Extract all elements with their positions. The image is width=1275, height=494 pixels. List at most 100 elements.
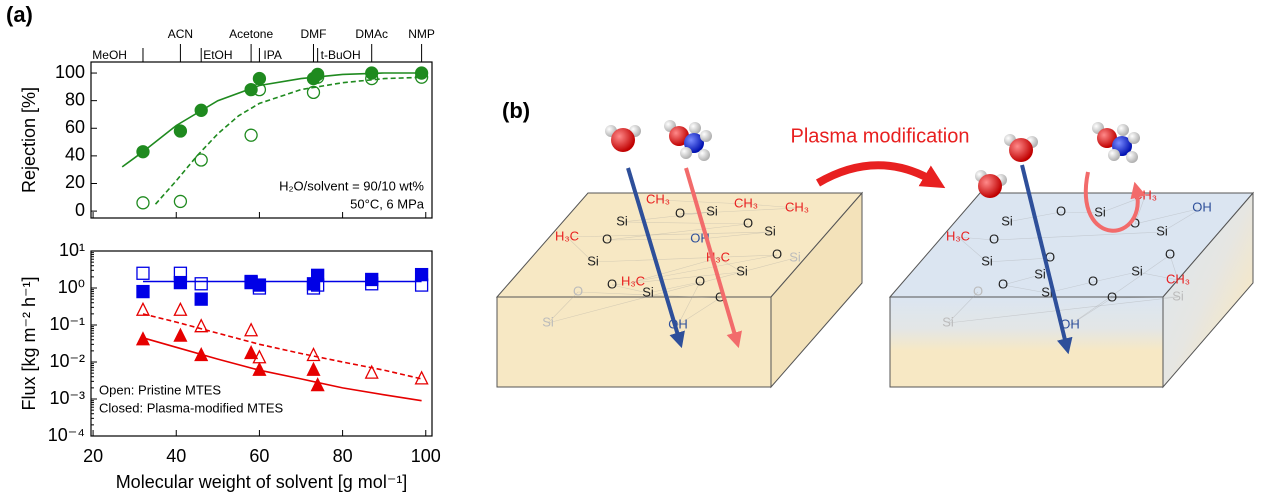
process-label: Plasma modification (791, 125, 970, 147)
ring-label: O (973, 283, 983, 298)
solvent-label: EtOH (203, 48, 232, 62)
ring-label: Si (1001, 213, 1013, 228)
data-point (137, 286, 149, 298)
ring-label: O (602, 231, 612, 246)
ring-label: CH₃ (646, 191, 670, 206)
solvent-label: t-BuOH (321, 48, 361, 62)
ring-label: Si (1172, 288, 1184, 303)
y-tick-label: 60 (65, 117, 85, 137)
data-point (253, 279, 265, 291)
data-point (174, 329, 186, 341)
ring-label: Si (764, 223, 776, 238)
data-point (174, 125, 186, 137)
fit-line (143, 314, 422, 379)
data-point (174, 195, 186, 207)
data-point (195, 293, 207, 305)
y-axis-label: Rejection [%] (19, 87, 39, 193)
data-point (195, 154, 207, 166)
y-tick-label: 100 (55, 62, 85, 82)
data-point (195, 104, 207, 116)
ring-label: H₃C (946, 228, 970, 243)
y-tick-label: 40 (65, 145, 85, 165)
ring-label: O (1107, 289, 1117, 304)
ring-label: O (607, 276, 617, 291)
x-tick-label: 40 (166, 446, 186, 466)
y-tick-label: 10⁻³ (49, 388, 85, 408)
ring-label: O (1088, 273, 1098, 288)
y-tick-label: 10⁻² (49, 351, 85, 371)
y-tick-label: 80 (65, 89, 85, 109)
ring-label: O (772, 246, 782, 261)
x-axis-label: Molecular weight of solvent [g mol⁻¹] (116, 472, 408, 492)
ring-label: O (1165, 246, 1175, 261)
ring-label: Si (706, 203, 718, 218)
solvent-label: MeOH (92, 48, 127, 62)
annotation: H₂O/solvent = 90/10 wt% (279, 178, 424, 193)
annotation: Open: Pristine MTES (99, 382, 221, 397)
ring-label: O (743, 215, 753, 230)
ring-label: Si (789, 249, 801, 264)
data-point (312, 269, 324, 281)
data-point (312, 379, 324, 391)
panel-label: (b) (502, 98, 530, 123)
data-point (137, 267, 149, 279)
y-tick-label: 20 (65, 172, 85, 192)
membrane-pristine (497, 193, 862, 387)
data-point (174, 277, 186, 289)
ring-label: Si (981, 253, 993, 268)
x-tick-label: 80 (333, 446, 353, 466)
fit-line (122, 73, 426, 167)
ring-label: O (998, 276, 1008, 291)
annotation: Closed: Plasma-modified MTES (99, 400, 284, 415)
solvent-label: DMAc (355, 27, 388, 41)
data-point (195, 348, 207, 360)
y-tick-label: 10⁻¹ (49, 314, 85, 334)
y-axis-label: Flux [kg m⁻² h⁻¹] (19, 276, 39, 410)
data-point (312, 68, 324, 80)
ring-label: O (573, 283, 583, 298)
solvent-label: Acetone (229, 27, 273, 41)
y-tick-label: 10¹ (59, 240, 85, 260)
data-point (137, 303, 149, 315)
data-point (245, 129, 257, 141)
figure: (a) (b) Plasma modification CH₃CH₃CH₃OSi… (0, 0, 1275, 494)
ring-label: Si (1131, 263, 1143, 278)
ring-label: Si (542, 314, 554, 329)
ring-label: Si (736, 263, 748, 278)
ring-label: Si (1094, 204, 1106, 219)
y-tick-label: 10⁰ (58, 277, 85, 297)
process-arrow (818, 165, 935, 183)
ring-label: Si (642, 284, 654, 299)
data-point (245, 346, 257, 358)
data-point (174, 303, 186, 315)
data-point (137, 197, 149, 209)
solvent-label: DMF (300, 27, 326, 41)
ring-label: Si (616, 213, 628, 228)
ring-label: O (1056, 203, 1066, 218)
data-point (366, 273, 378, 285)
ring-label: CH₃ (1166, 271, 1190, 286)
solvent-label: ACN (168, 27, 193, 41)
ring-label: H₃C (555, 228, 579, 243)
solvent-molecule (664, 120, 712, 161)
ring-label: Si (1034, 266, 1046, 281)
y-tick-label: 10⁻⁴ (48, 425, 85, 445)
ring-label: Si (942, 314, 954, 329)
solvent-molecule (1092, 122, 1140, 163)
data-point (253, 73, 265, 85)
data-point (245, 324, 257, 336)
water-molecule (605, 125, 641, 152)
data-point (137, 146, 149, 158)
panel-label: (a) (6, 2, 33, 27)
x-tick-label: 20 (83, 446, 103, 466)
solvent-label: NMP (408, 27, 435, 41)
x-tick-label: 60 (249, 446, 269, 466)
data-point (195, 278, 207, 290)
ring-label: CH₃ (734, 195, 758, 210)
ring-label: Si (1156, 223, 1168, 238)
membrane-modified (890, 193, 1253, 387)
ring-label: OH (1192, 199, 1212, 214)
solvent-label: IPA (263, 48, 281, 62)
ring-label: CH₃ (785, 199, 809, 214)
ring-label: O (989, 231, 999, 246)
